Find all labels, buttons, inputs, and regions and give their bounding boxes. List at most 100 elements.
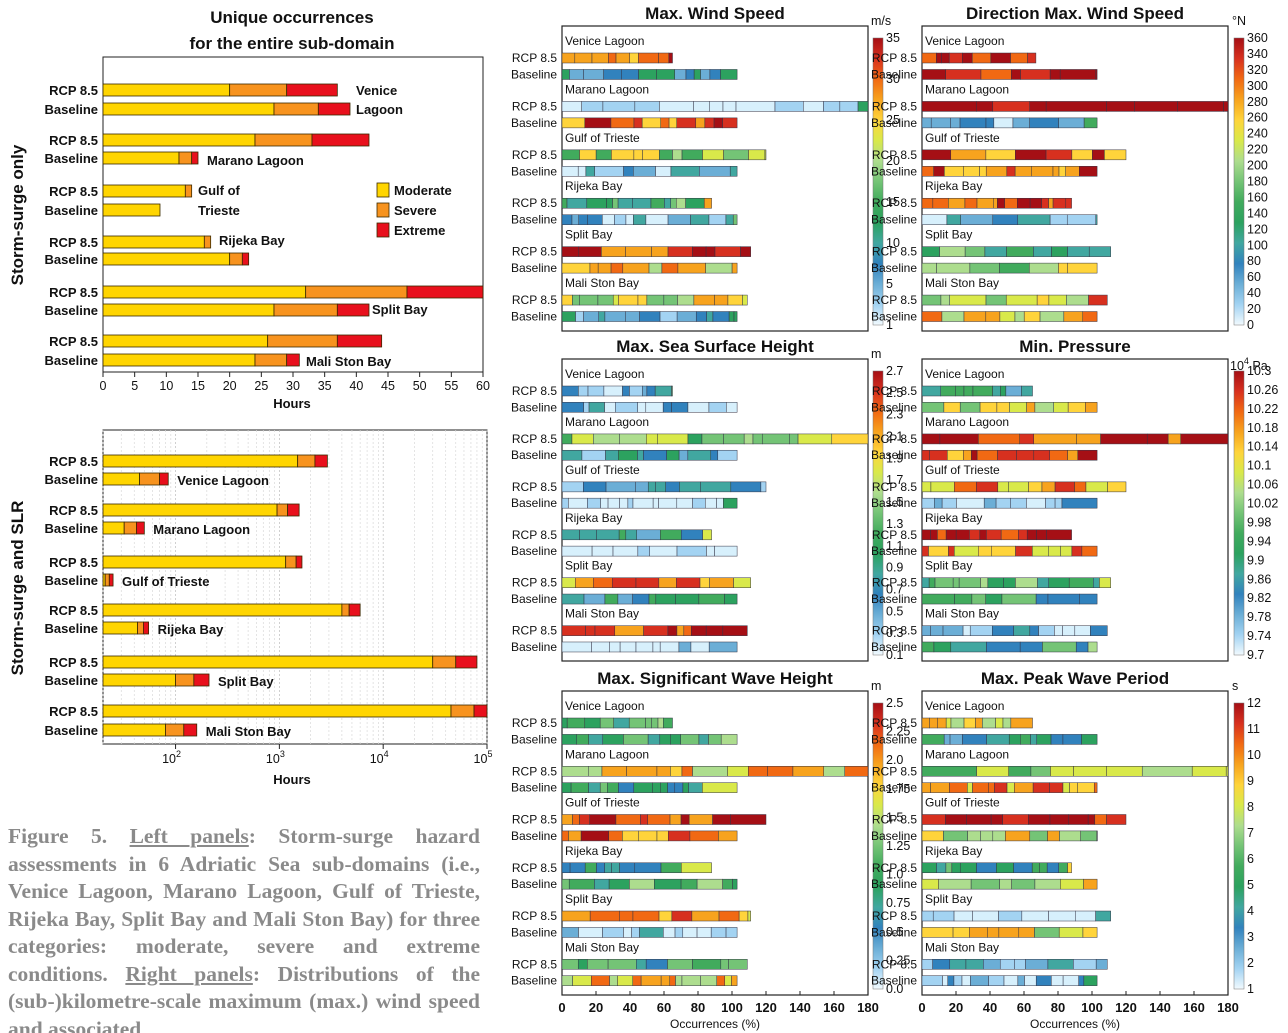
occurrence-segment <box>960 214 994 225</box>
occurrence-segment <box>648 262 663 274</box>
subdomain-label: Split Bay <box>925 559 972 573</box>
occurrence-segment <box>599 717 614 729</box>
occurrence-segment <box>949 782 968 793</box>
occurrence-segment <box>627 497 634 509</box>
occurrence-segment <box>1017 214 1051 225</box>
occurrence-segment <box>568 878 595 890</box>
scenario-label: RCP 8.5 <box>49 454 98 469</box>
occurrence-segment <box>702 782 738 793</box>
occurrence-segment <box>594 166 624 177</box>
group-marano-lagoon: Marano Lagoon RCP 8.5 Baseline <box>871 747 1229 795</box>
occurrence-bar <box>921 577 1111 588</box>
scenario-label: RCP 8.5 <box>512 432 557 446</box>
occurrence-segment <box>963 717 976 729</box>
occurrence-segment <box>1034 878 1061 890</box>
panel-title: Max. Significant Wave Height <box>597 669 833 688</box>
occurrence-bar <box>921 782 1098 793</box>
x-axis-label: Hours <box>273 396 311 411</box>
occurrence-segment <box>1050 766 1074 777</box>
occurrence-segment <box>945 862 953 874</box>
figure-caption: Figure 5. Left panels: Storm-surge hazar… <box>8 823 480 1033</box>
colorbar-tick: 320 <box>1247 63 1268 77</box>
occurrence-segment <box>652 782 661 793</box>
x-tick-label: 180 <box>857 1000 879 1015</box>
occurrence-segment <box>982 717 996 729</box>
severe-bar <box>341 603 350 617</box>
occurrence-segment <box>671 910 693 922</box>
occurrence-segment <box>597 294 614 306</box>
group-venice-lagoon: Venice Lagoon RCP 8.5 Baseline <box>511 367 738 414</box>
occurrence-segment <box>633 166 656 177</box>
occurrence-segment <box>692 497 706 509</box>
occurrence-segment <box>633 117 643 129</box>
occurrence-segment <box>988 782 995 793</box>
occurrence-bar <box>561 959 748 970</box>
occurrence-segment <box>936 262 971 274</box>
occurrence-segment <box>1029 262 1059 274</box>
occurrence-segment <box>626 766 658 777</box>
occurrence-segment <box>986 529 1002 541</box>
occurrence-bar <box>561 910 751 922</box>
occurrence-segment <box>693 69 701 80</box>
occurrence-bar <box>561 641 738 653</box>
subdomain-label: Gulf of Trieste <box>925 796 1000 810</box>
occurrence-segment <box>1059 830 1081 842</box>
occurrence-segment <box>1002 814 1029 825</box>
occurrence-segment <box>659 311 678 322</box>
occurrence-segment <box>1051 975 1064 986</box>
group-split-bay: Split Bay RCP 8.5 Baseline <box>511 559 751 606</box>
occurrence-segment <box>952 927 970 938</box>
occurrence-segment <box>1033 246 1052 257</box>
occurrence-segment <box>1074 481 1087 493</box>
occurrence-segment <box>949 959 967 970</box>
occurrence-segment <box>987 927 1000 938</box>
occurrence-segment <box>1010 52 1028 64</box>
occurrence-segment <box>969 625 993 636</box>
occurrence-segment <box>997 197 1005 209</box>
severe-bar <box>285 555 297 569</box>
group-mali-ston-bay: Mali Ston Bay RCP 8.5 Baseline <box>871 940 1108 988</box>
occurrence-segment <box>761 433 790 445</box>
x-tick-label: 30 <box>286 379 300 393</box>
subdomain-label: Lagoon <box>356 102 403 117</box>
occurrence-segment <box>1001 593 1037 605</box>
occurrence-segment <box>561 782 572 793</box>
occurrence-segment <box>602 927 624 938</box>
colorbar-tick: 0.75 <box>886 896 910 910</box>
legend: Moderate Severe Extreme <box>376 182 452 238</box>
occurrence-segment <box>695 117 706 129</box>
x-axis-label: Occurrences (%) <box>1030 1017 1120 1031</box>
occurrence-segment <box>730 814 767 825</box>
scenario-label: Baseline <box>511 261 557 275</box>
occurrence-segment <box>962 734 987 745</box>
occurrence-segment <box>577 166 587 177</box>
occurrence-segment <box>921 311 943 322</box>
occurrence-segment <box>688 782 703 793</box>
occurrence-segment <box>614 214 627 225</box>
occurrence-segment <box>1014 166 1032 177</box>
occurrence-segment <box>618 294 639 306</box>
occurrence-segment <box>1029 830 1048 842</box>
occurrence-segment <box>1031 166 1054 177</box>
occurrence-segment <box>948 545 955 557</box>
occurrence-bar <box>561 166 738 177</box>
occurrence-segment <box>645 959 668 970</box>
severe-bar <box>123 521 137 535</box>
occurrence-segment <box>633 782 653 793</box>
occurrence-segment <box>659 101 694 112</box>
x-tick-label: 180 <box>1217 1000 1239 1015</box>
occurrence-segment <box>710 927 727 938</box>
unit-label: 104 Pa <box>1230 356 1268 373</box>
occurrence-segment <box>699 166 731 177</box>
occurrence-segment <box>1042 641 1077 653</box>
occurrence-bar <box>561 975 738 986</box>
occurrence-segment <box>999 262 1030 274</box>
occurrence-segment <box>774 101 804 112</box>
occurrence-segment <box>575 577 594 588</box>
group-gulf-of-trieste: Gulf of Trieste RCP 8.5 Baseline <box>871 796 1127 843</box>
occurrence-segment <box>713 117 723 129</box>
x-tick-label: 55 <box>444 379 458 393</box>
occurrence-segment <box>714 246 741 257</box>
occurrence-segment <box>650 197 665 209</box>
occurrence-segment <box>945 717 952 729</box>
